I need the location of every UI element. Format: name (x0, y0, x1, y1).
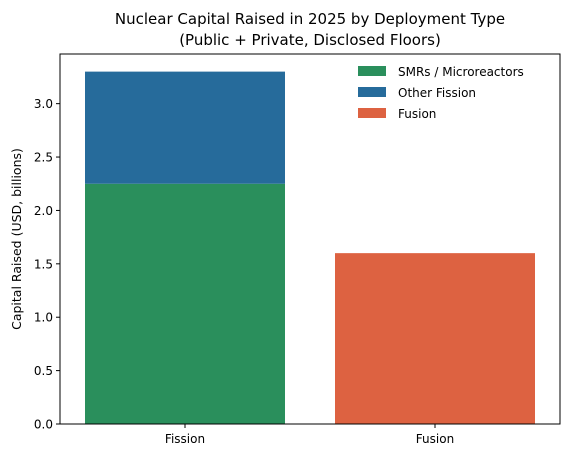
plot-frame (59, 53, 561, 425)
x-axis: Fission Fusion (165, 424, 454, 446)
x-tick-label: Fission (165, 432, 205, 446)
legend-swatch (358, 87, 386, 97)
legend: SMRs / Microreactors Other Fission Fusion (358, 65, 524, 121)
x-tick-label: Fusion (416, 432, 454, 446)
bars-group (85, 71, 535, 424)
bar-fusion-series-2 (335, 253, 535, 424)
bar-fission-series-1 (85, 71, 285, 184)
legend-swatch (358, 66, 386, 76)
bar-fission-series-0 (85, 183, 285, 424)
legend-swatch (358, 108, 386, 118)
legend-label: Other Fission (398, 86, 476, 100)
y-tick-label: 1.0 (34, 311, 53, 325)
chart-subtitle: (Public + Private, Disclosed Floors) (179, 31, 441, 49)
y-tick-label: 2.5 (34, 151, 53, 165)
y-tick-label: 3.0 (34, 97, 53, 111)
chart-title: Nuclear Capital Raised in 2025 by Deploy… (115, 10, 505, 28)
y-tick-label: 0.5 (34, 364, 53, 378)
legend-label: Fusion (398, 107, 436, 121)
y-tick-label: 1.5 (34, 257, 53, 271)
legend-label: SMRs / Microreactors (398, 65, 524, 79)
y-axis-label: Capital Raised (USD, billions) (9, 148, 24, 330)
y-tick-label: 0.0 (34, 418, 53, 432)
y-axis: 0.0 0.5 1.0 1.5 2.0 2.5 3.0 (34, 97, 60, 432)
y-tick-label: 2.0 (34, 204, 53, 218)
